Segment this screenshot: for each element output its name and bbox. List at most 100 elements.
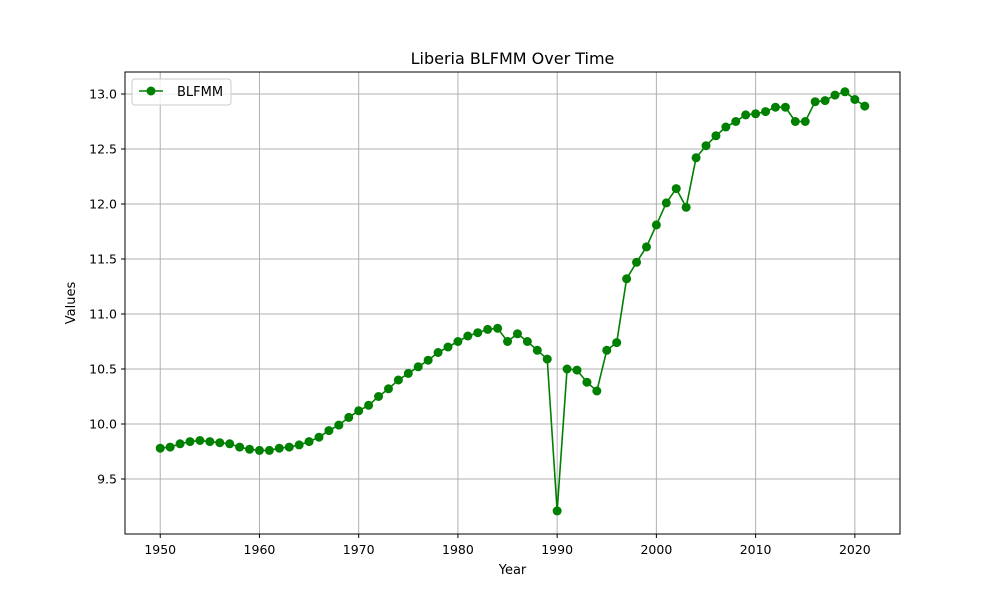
legend-marker-sample (146, 86, 156, 96)
data-point (344, 412, 354, 422)
data-point (294, 440, 304, 450)
chart-title: Liberia BLFMM Over Time (411, 49, 615, 68)
data-point (364, 400, 374, 410)
data-point (433, 348, 443, 357)
data-point (185, 437, 195, 447)
data-point (274, 443, 284, 453)
y-tick-label: 10.5 (89, 362, 117, 377)
data-point (443, 342, 453, 352)
series-layer (155, 87, 870, 516)
data-point (374, 392, 384, 401)
y-tick-label: 10.0 (89, 417, 117, 432)
legend-box (131, 78, 232, 106)
data-point (770, 102, 780, 112)
data-point (592, 386, 602, 396)
data-point (572, 365, 582, 375)
data-point (423, 355, 433, 365)
data-point (830, 90, 840, 100)
data-point (741, 110, 751, 120)
data-point (453, 337, 463, 346)
data-point (304, 437, 314, 447)
data-point (691, 153, 701, 163)
x-tick-label: 2020 (839, 542, 871, 557)
x-tick-label: 2010 (740, 542, 772, 557)
data-point (860, 101, 870, 111)
data-point (493, 323, 503, 333)
data-point (751, 109, 761, 119)
data-point (731, 117, 741, 126)
data-point (651, 220, 661, 230)
data-point (473, 328, 483, 338)
data-point (215, 438, 225, 448)
y-tick-label: 12.0 (89, 197, 117, 212)
data-point (195, 436, 205, 445)
data-point (641, 242, 651, 252)
data-point (413, 362, 423, 372)
y-tick-label: 11.5 (89, 252, 117, 267)
data-point (354, 406, 364, 416)
data-point (483, 324, 493, 334)
data-point (840, 87, 850, 97)
x-tick-label: 2000 (640, 542, 672, 557)
y-tick-label: 11.0 (89, 307, 117, 322)
data-point (632, 257, 642, 267)
x-tick-label: 1950 (144, 542, 176, 557)
data-point (205, 437, 215, 447)
data-point (512, 329, 522, 339)
y-axis-ticks: 9.5 10.0 10.5 11.0 11.5 12.0 12.5 13.0 (89, 87, 125, 487)
data-point (820, 96, 830, 106)
data-point (463, 331, 473, 341)
data-point (383, 384, 393, 394)
data-point (245, 444, 255, 454)
y-tick-label: 13.0 (89, 87, 117, 102)
x-tick-label: 1980 (442, 542, 474, 557)
data-point (393, 375, 403, 385)
data-point (334, 420, 344, 430)
data-point (264, 445, 274, 455)
x-axis-label: Year (498, 563, 527, 578)
data-point (800, 117, 810, 126)
data-point (235, 442, 245, 452)
data-point (761, 107, 771, 117)
x-axis-ticks: 1950 1960 1970 1980 1990 2000 2010 2020 (144, 534, 871, 557)
data-point (721, 122, 731, 132)
data-point (175, 439, 185, 449)
data-point (701, 141, 711, 151)
data-point (612, 338, 622, 348)
x-tick-label: 1990 (541, 542, 573, 557)
data-point (562, 364, 572, 374)
data-point (850, 95, 860, 104)
data-point (522, 337, 532, 346)
data-point (661, 198, 671, 208)
data-point (324, 426, 334, 436)
data-point (622, 274, 632, 284)
legend-label: BLFMM (177, 85, 223, 100)
data-point (165, 442, 175, 452)
grid-lines (125, 72, 900, 534)
data-point (810, 97, 820, 107)
data-point (254, 445, 264, 455)
x-tick-label: 1970 (343, 542, 375, 557)
data-point (314, 432, 324, 442)
data-point (780, 102, 790, 112)
data-point (790, 117, 800, 126)
data-point (284, 442, 294, 452)
data-point (671, 184, 681, 194)
y-axis-label: Values (64, 282, 79, 325)
data-point (711, 131, 721, 141)
data-point (403, 368, 413, 378)
data-point (155, 443, 165, 453)
data-point (503, 337, 513, 346)
data-point (225, 439, 235, 449)
data-point (582, 377, 592, 387)
data-point (532, 345, 542, 355)
legend: BLFMM (131, 78, 232, 106)
x-tick-label: 1960 (244, 542, 276, 557)
data-point (542, 354, 552, 364)
data-point (602, 345, 612, 355)
y-tick-label: 9.5 (97, 472, 117, 487)
plot-frame (124, 71, 901, 535)
y-tick-label: 12.5 (89, 142, 117, 157)
data-point (552, 506, 562, 516)
